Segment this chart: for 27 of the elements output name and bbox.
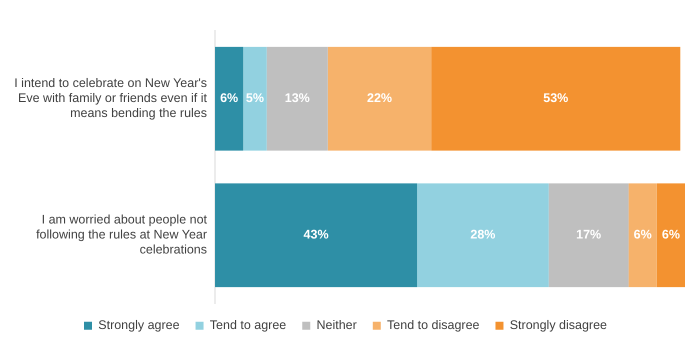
data-label: 6% (220, 91, 238, 106)
data-label: 22% (366, 91, 392, 106)
bar (628, 183, 657, 288)
data-label: 13% (284, 91, 310, 106)
data-label: 43% (304, 228, 329, 242)
bar (328, 46, 432, 151)
bar (417, 183, 549, 288)
legend-label: Strongly agree (98, 318, 180, 332)
bar (243, 46, 267, 151)
bar (548, 183, 629, 288)
legend-label: Tend to agree (210, 318, 286, 332)
legend-label: Tend to disagree (387, 318, 480, 332)
bar (656, 183, 685, 288)
data-label: 5% (246, 91, 264, 106)
data-label: 28% (470, 228, 496, 242)
data-label: 6% (662, 228, 680, 242)
y-tick-label: I intend to celebrate on New Year's Eve with family or friends even if it means bending the rules (14, 76, 208, 120)
bar (266, 46, 328, 151)
data-label: 53% (543, 91, 568, 106)
data-label: 6% (634, 228, 652, 242)
bar (431, 46, 680, 151)
legend-label: Neither (316, 318, 357, 332)
bar (215, 183, 418, 288)
y-tick-label: I am worried about people not following the rules at New Year celebrations (36, 212, 208, 257)
data-label: 17% (576, 228, 602, 242)
legend-label: Strongly disagree (510, 318, 608, 332)
bar (215, 46, 244, 151)
